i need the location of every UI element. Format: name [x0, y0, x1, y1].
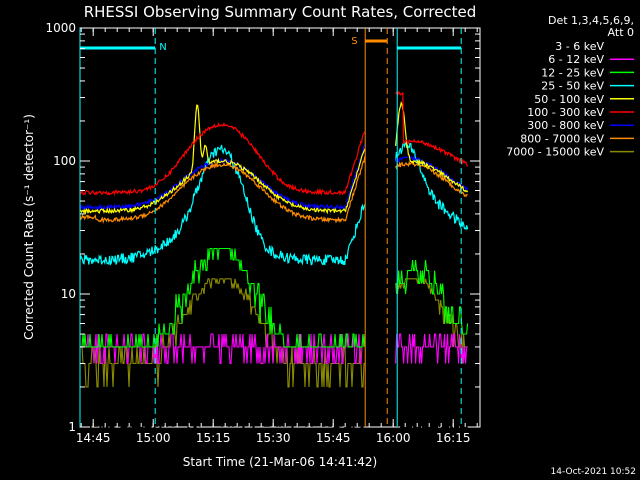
- series-3-6-kev-1: [395, 386, 468, 428]
- series-100-300-kev-1: [395, 90, 469, 167]
- series-12-25-kev-1: [395, 259, 469, 335]
- timestamp: 14-Oct-2021 10:52: [551, 467, 636, 477]
- series-layer: [79, 90, 469, 428]
- legend-entry-label: 3 - 6 keV: [555, 40, 604, 53]
- series-300-800-kev-0: [79, 143, 366, 211]
- series-12-25-kev-0: [80, 247, 366, 348]
- series-100-300-kev-0: [79, 121, 366, 197]
- series-7000-15000-kev-0: [80, 278, 365, 388]
- series-25-50-kev-1: [395, 141, 469, 231]
- plot-frame: [79, 27, 481, 428]
- legend-entry-label: 100 - 300 keV: [527, 106, 604, 119]
- legend-entry-label: 25 - 50 keV: [541, 80, 604, 93]
- series-6-12-kev-0: [80, 333, 366, 365]
- y-tick-label: 100: [53, 154, 76, 168]
- y-tick-label: 1: [68, 420, 76, 434]
- legend-entry-label: 6 - 12 keV: [548, 53, 604, 66]
- series-50-100-kev-1: [395, 100, 469, 193]
- y-tick-label: 1000: [45, 21, 76, 35]
- night-label: N: [159, 42, 166, 53]
- x-tick-label: 15:45: [316, 431, 351, 445]
- legend-entry-label: 7000 - 15000 keV: [506, 146, 604, 159]
- x-tick-label: 14:45: [76, 431, 111, 445]
- ticks-layer: 14:45 15:00 15:15 15:30 15:45 16:00 16:15 1 10 10…: [45, 21, 480, 445]
- series-6-12-kev-1: [395, 333, 468, 364]
- legend-entry-label: 300 - 800 keV: [527, 119, 604, 132]
- chart-title: RHESSI Observing Summary Count Rates, Co…: [84, 3, 477, 21]
- x-tick-label: 15:30: [256, 431, 291, 445]
- series-800-7000-kev-1: [395, 160, 468, 198]
- x-tick-label: 15:15: [196, 431, 231, 445]
- x-tick-label: 15:00: [136, 431, 171, 445]
- y-tick-label: 10: [61, 287, 76, 301]
- y-axis-label: Corrected Count Rate (s⁻¹ detector⁻¹): [22, 114, 36, 340]
- legend-header: Att 0: [608, 26, 634, 39]
- legend-header: Det 1,3,4,5,6,9,: [548, 14, 634, 27]
- series-800-7000-kev-0: [79, 156, 366, 224]
- legend-entry-label: 800 - 7000 keV: [520, 132, 604, 145]
- legend-entry-label: 50 - 100 keV: [534, 93, 604, 106]
- series-25-50-kev-0: [79, 144, 366, 266]
- saa-label: S: [351, 36, 357, 47]
- x-tick-label: 16:00: [376, 431, 411, 445]
- plot-border: [79, 27, 481, 428]
- x-axis-label: Start Time (21-Mar-06 14:41:42): [183, 455, 377, 469]
- x-tick-label: 16:15: [436, 431, 471, 445]
- series-300-800-kev-1: [395, 154, 469, 191]
- legend-entry-label: 12 - 25 keV: [541, 66, 604, 79]
- series-50-100-kev-0: [79, 104, 366, 216]
- annotation-layer: NS: [79, 28, 462, 427]
